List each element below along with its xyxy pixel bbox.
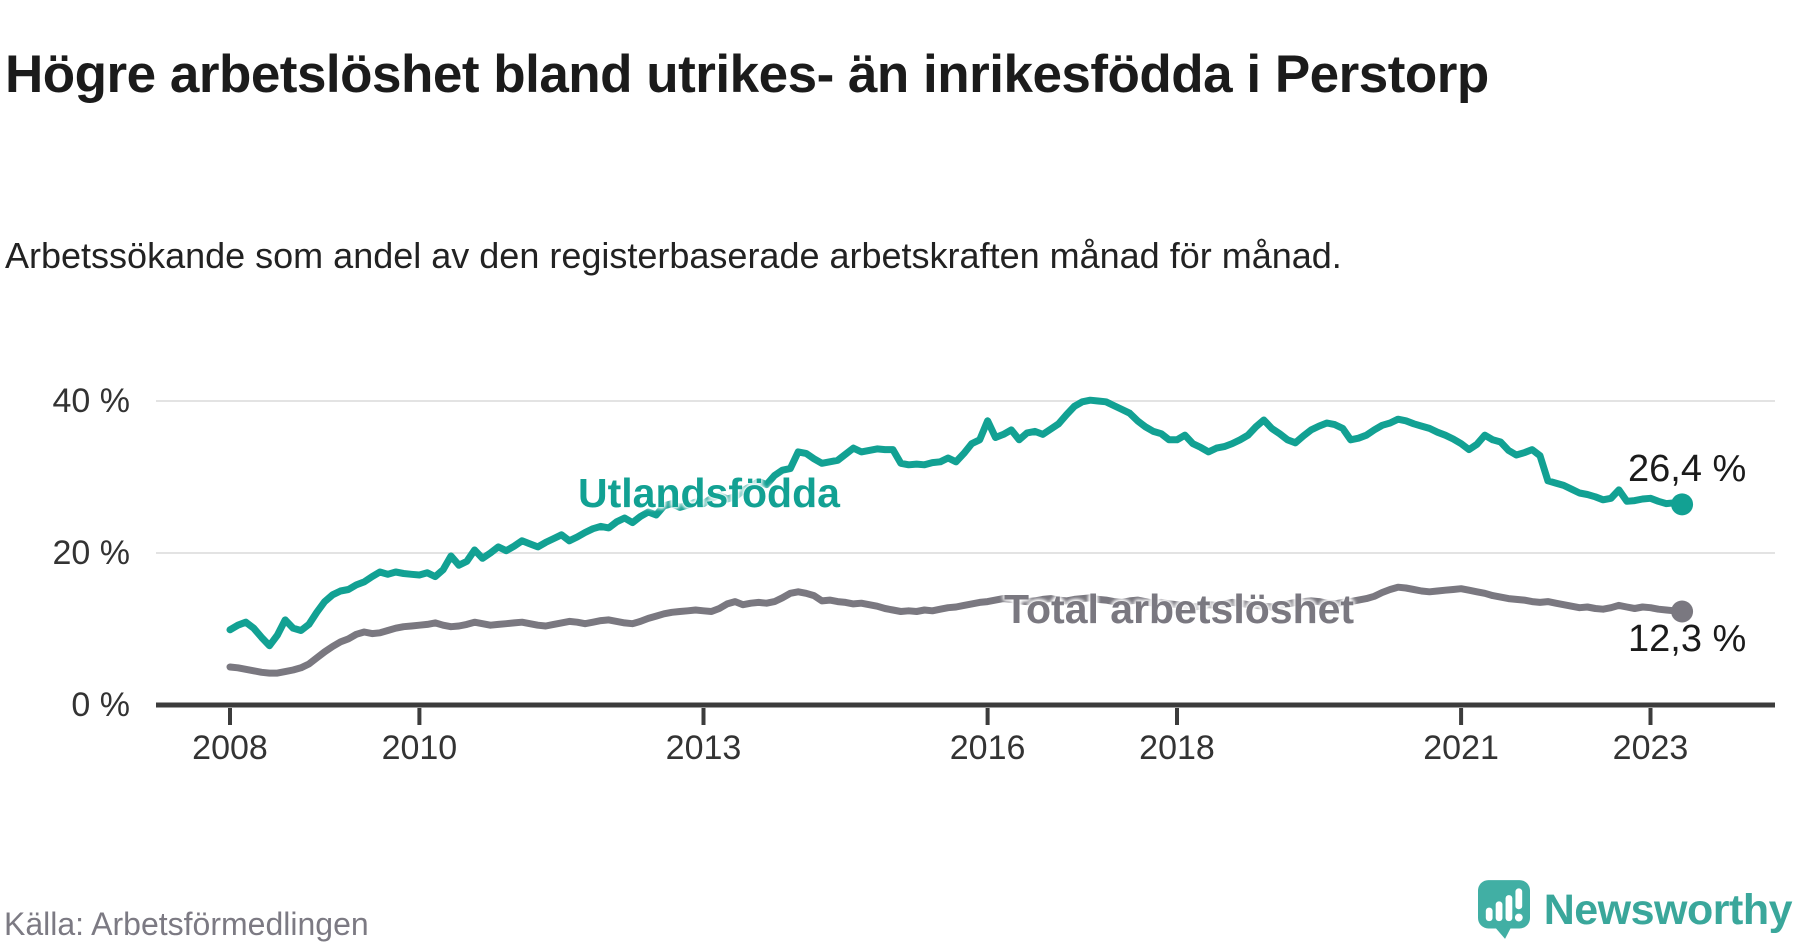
- y-tick-label: 40 %: [52, 382, 131, 420]
- chart-title: Högre arbetslöshet bland utrikes- än inr…: [5, 44, 1489, 104]
- series-name-label: Total arbetslöshet: [1004, 586, 1355, 632]
- series-end-value-label: 12,3 %: [1628, 618, 1747, 660]
- y-tick-label: 20 %: [52, 534, 131, 572]
- source-note: Källa: Arbetsförmedlingen: [4, 906, 369, 942]
- x-tick-label: 2018: [1139, 729, 1215, 767]
- x-tick-label: 2016: [949, 729, 1026, 767]
- chart-subtitle: Arbetssökande som andel av den registerb…: [5, 235, 1342, 276]
- x-tick-label: 2013: [665, 729, 742, 767]
- x-tick-label: 2023: [1612, 729, 1689, 767]
- series-name-label: Utlandsfödda: [578, 470, 840, 516]
- x-tick-label: 2021: [1423, 729, 1499, 767]
- series-end-dot-1: [1671, 600, 1694, 623]
- series-line-0: [226, 396, 1686, 650]
- newsworthy-wordmark: Newsworthy: [1543, 885, 1793, 934]
- x-tick-label: 2010: [381, 729, 458, 767]
- series-line-1: [226, 583, 1686, 677]
- series-end-value-label: 26,4 %: [1628, 448, 1747, 490]
- x-tick-label: 2008: [192, 729, 268, 767]
- y-tick-label: 0 %: [71, 686, 130, 724]
- newsworthy-speech-bubble-chart-icon: [1477, 880, 1530, 939]
- newsworthy-logo: Newsworthy: [1477, 880, 1793, 940]
- series-end-dot-0: [1671, 493, 1694, 516]
